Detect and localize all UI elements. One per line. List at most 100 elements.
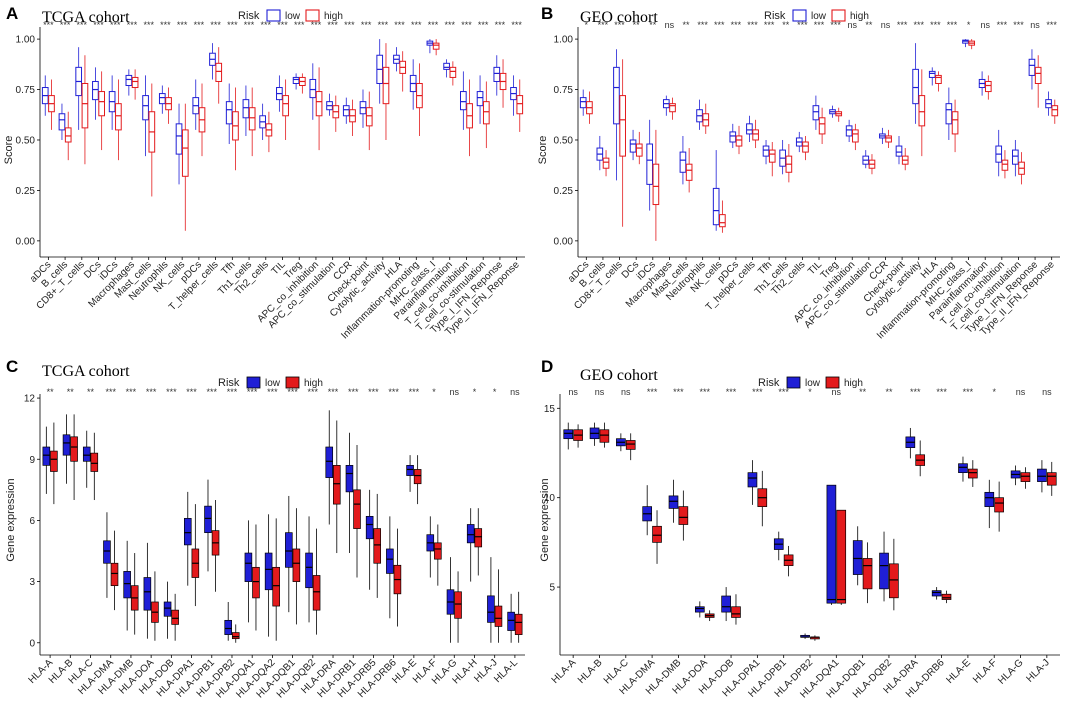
box-low: [694, 601, 705, 618]
y-tick-label: 1.00: [554, 35, 574, 46]
box-high: [232, 87, 239, 171]
y-tick-label: 10: [544, 493, 556, 504]
significance-label: ns: [568, 387, 578, 397]
significance-label: ***: [797, 20, 808, 30]
significance-label: ***: [411, 20, 422, 30]
box-iqr: [459, 91, 467, 111]
y-tick-label: 0.75: [554, 85, 574, 96]
box-low: [443, 59, 450, 78]
panel-letter-b: B: [541, 4, 553, 23]
box-iqr: [70, 436, 78, 462]
box-high: [941, 590, 952, 604]
box-iqr: [82, 446, 91, 462]
box-iqr: [50, 450, 58, 472]
box-low: [359, 89, 367, 128]
significance-label: ***: [394, 20, 405, 30]
significance-label: **: [859, 387, 867, 397]
box-iqr: [285, 532, 293, 568]
box-high: [768, 142, 776, 177]
significance-label: ***: [814, 20, 825, 30]
panel-d: D GEO cohort Risk low high Gene expressi…: [539, 357, 1060, 700]
significance-label: ns: [595, 387, 605, 397]
significance-label: ***: [60, 20, 71, 30]
significance-label: ns: [980, 20, 990, 30]
significance-label: **: [865, 20, 873, 30]
box-high: [191, 504, 200, 607]
legend-low-label: low: [265, 378, 281, 389]
box-low: [143, 542, 152, 639]
box-iqr: [652, 525, 662, 543]
box-iqr: [365, 107, 373, 127]
significance-label: ns: [847, 20, 857, 30]
box-iqr: [918, 95, 926, 127]
panel-letter-d: D: [541, 357, 553, 376]
significance-label: ***: [267, 387, 278, 397]
significance-label: ***: [361, 20, 372, 30]
significance-label: ***: [598, 20, 609, 30]
box-iqr: [353, 489, 361, 529]
significance-label: ***: [930, 20, 941, 30]
y-tick-label: 12: [24, 394, 36, 405]
box-iqr: [487, 595, 495, 623]
legend-high-label: high: [844, 378, 863, 389]
box-high: [731, 594, 741, 625]
significance-label: ns: [450, 387, 460, 397]
box-iqr: [928, 70, 936, 78]
box-low: [912, 43, 919, 124]
panel-d-plot: 51015nsHLA-AnsHLA-BnsHLA-C***HLA-DMA***H…: [544, 387, 1060, 700]
box-iqr: [563, 429, 574, 440]
box-iqr: [735, 135, 743, 147]
box-low: [42, 426, 51, 494]
significance-label: *: [585, 20, 589, 30]
box-iqr: [58, 113, 66, 131]
panel-letter-c: C: [6, 357, 18, 376]
box-high: [719, 200, 726, 233]
legend-title: Risk: [764, 10, 786, 22]
box-iqr: [1001, 159, 1009, 171]
box-high: [802, 135, 809, 161]
panel-c: C TCGA cohort Risk low high Gene express…: [5, 357, 525, 700]
significance-label: **: [47, 387, 55, 397]
box-iqr: [721, 595, 731, 613]
significance-label: ***: [227, 20, 238, 30]
y-tick-label: 0.25: [554, 186, 574, 197]
legend-high-label: high: [304, 378, 323, 389]
significance-label: ***: [194, 20, 205, 30]
box-iqr: [225, 101, 233, 125]
box-high: [48, 79, 55, 130]
significance-label: ns: [1030, 20, 1040, 30]
box-iqr: [951, 111, 959, 135]
box-high: [635, 131, 643, 165]
box-iqr: [719, 214, 726, 228]
legend-low-swatch: [266, 9, 281, 22]
box-high: [449, 61, 457, 86]
box-high: [810, 635, 820, 641]
box-high: [81, 55, 89, 165]
significance-label: ***: [673, 387, 684, 397]
box-iqr: [885, 135, 892, 143]
panel-b-legend: Risk low high: [764, 9, 869, 22]
box-low: [242, 85, 250, 136]
box-iqr: [694, 606, 705, 613]
box-high: [282, 79, 289, 140]
y-tick-label: 5: [549, 583, 555, 594]
box-high: [148, 83, 156, 197]
y-tick-label: 0.25: [16, 186, 36, 197]
legend-high-label: high: [324, 11, 343, 22]
box-iqr: [1034, 66, 1042, 84]
box-low: [446, 557, 455, 643]
box-iqr: [941, 593, 952, 600]
box-iqr: [264, 552, 273, 591]
box-low: [696, 99, 703, 130]
box-iqr: [1020, 472, 1031, 482]
panel-a-plot: 0.000.250.500.751.00***aDCs***B_cells***…: [16, 20, 525, 341]
box-iqr: [836, 509, 847, 604]
significance-label: ***: [287, 387, 298, 397]
box-iqr: [365, 515, 374, 540]
significance-label: ***: [699, 387, 710, 397]
box-high: [752, 119, 759, 149]
box-low: [800, 633, 810, 639]
box-iqr: [92, 80, 99, 101]
box-low: [812, 95, 820, 130]
